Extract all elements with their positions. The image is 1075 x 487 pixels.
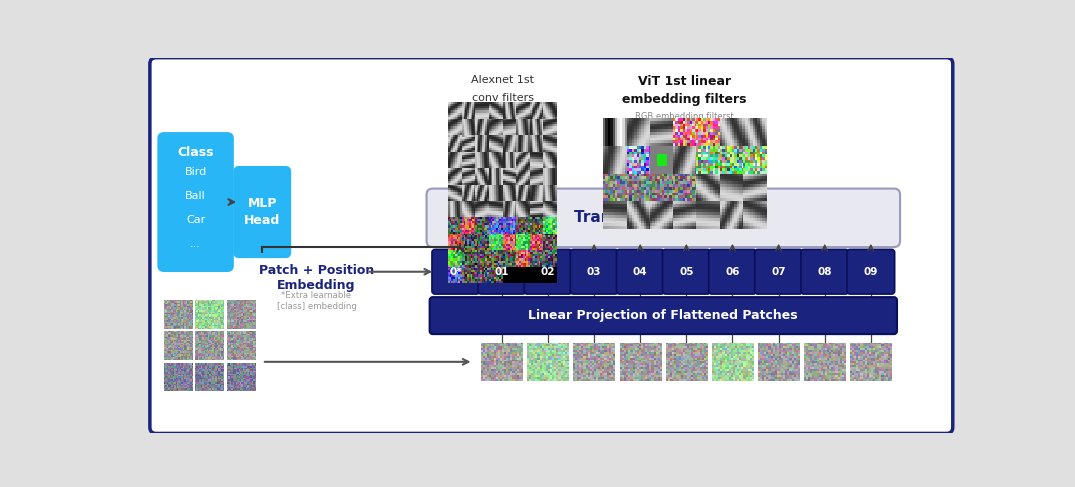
- FancyBboxPatch shape: [571, 249, 618, 294]
- FancyBboxPatch shape: [432, 249, 479, 294]
- FancyBboxPatch shape: [847, 249, 894, 294]
- FancyBboxPatch shape: [158, 133, 233, 271]
- FancyBboxPatch shape: [430, 297, 897, 334]
- Text: ...: ...: [190, 239, 201, 249]
- Text: embedding filters: embedding filters: [622, 93, 747, 106]
- Text: Alexnet 1st: Alexnet 1st: [471, 75, 534, 85]
- Text: *Extra learnable
[class] embedding: *Extra learnable [class] embedding: [276, 291, 357, 311]
- Text: Car: Car: [186, 215, 205, 225]
- FancyBboxPatch shape: [616, 249, 664, 294]
- Text: Linear Projection of Flattened Patches: Linear Projection of Flattened Patches: [529, 309, 798, 322]
- FancyBboxPatch shape: [427, 188, 900, 247]
- FancyBboxPatch shape: [234, 167, 290, 257]
- Text: Bird: Bird: [185, 168, 206, 177]
- FancyBboxPatch shape: [755, 249, 802, 294]
- FancyBboxPatch shape: [801, 249, 848, 294]
- Text: RGB embedding filterst
(first 28 principal components): RGB embedding filterst (first 28 princip…: [619, 112, 749, 132]
- Text: 07: 07: [771, 267, 786, 277]
- Text: 0*: 0*: [449, 267, 462, 277]
- Text: Transformer Encoder: Transformer Encoder: [574, 210, 752, 225]
- Text: 02: 02: [541, 267, 556, 277]
- FancyBboxPatch shape: [662, 249, 711, 294]
- Text: 03: 03: [587, 267, 601, 277]
- Text: 06: 06: [726, 267, 740, 277]
- FancyBboxPatch shape: [525, 249, 572, 294]
- Text: conv filters: conv filters: [472, 93, 533, 103]
- Text: 01: 01: [494, 267, 510, 277]
- Text: 04: 04: [633, 267, 647, 277]
- Text: 09: 09: [863, 267, 878, 277]
- Text: MLP
Head: MLP Head: [244, 197, 281, 227]
- Text: 08: 08: [817, 267, 832, 277]
- Text: 05: 05: [679, 267, 693, 277]
- Text: ViT 1st linear: ViT 1st linear: [639, 75, 731, 88]
- Text: Class: Class: [177, 146, 214, 159]
- FancyBboxPatch shape: [478, 249, 526, 294]
- FancyBboxPatch shape: [149, 57, 952, 433]
- Text: Ball: Ball: [185, 191, 206, 201]
- Text: Patch + Position
Embedding: Patch + Position Embedding: [259, 264, 374, 292]
- FancyBboxPatch shape: [708, 249, 757, 294]
